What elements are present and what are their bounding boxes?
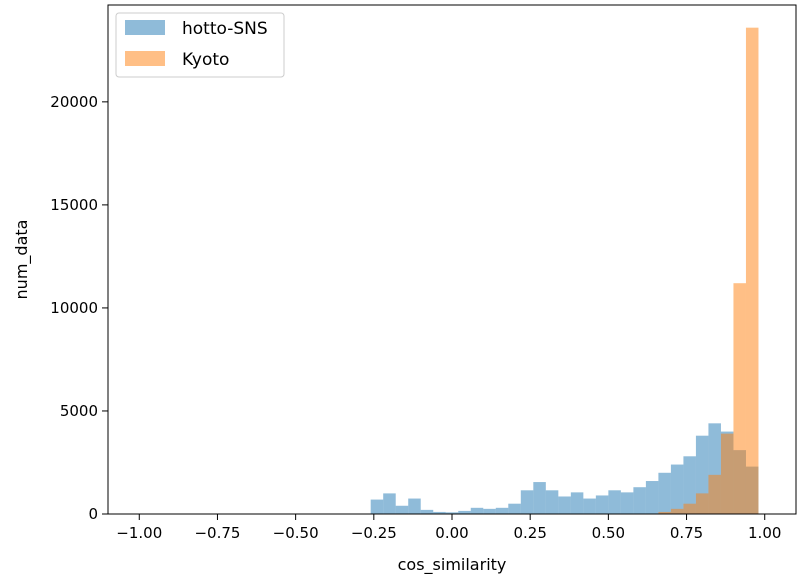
histogram-bar: [683, 456, 696, 514]
x-axis: −1.00 −0.75 −0.50 −0.25 0.00 0.25 0.50 0.75 1.00: [116, 514, 781, 542]
histogram-bar: [533, 482, 546, 514]
histogram-bar: [633, 487, 646, 514]
histogram-bar: [733, 283, 746, 514]
histogram-bar: [645, 481, 659, 514]
histogram-bar: [695, 493, 709, 514]
x-tick-label: −1.00: [116, 524, 162, 542]
legend-swatch: [125, 51, 165, 66]
legend: hotto-SNS Kyoto: [115, 12, 285, 78]
x-tick-label: −0.25: [351, 524, 397, 542]
y-axis: 0 5000 10000 15000 20000: [50, 93, 108, 523]
histogram-bar: [370, 499, 384, 514]
x-tick-label: −0.50: [273, 524, 319, 542]
x-tick-label: 1.00: [748, 524, 781, 542]
histogram-bar: [470, 507, 484, 514]
y-axis-label: num_data: [12, 220, 32, 300]
histogram-bar: [420, 509, 434, 514]
histogram-bar: [570, 492, 584, 514]
histogram-bar: [483, 508, 496, 514]
y-tick-label: 15000: [50, 196, 98, 214]
x-tick-label: −0.75: [194, 524, 240, 542]
x-tick-label: 0.25: [513, 524, 546, 542]
histogram-bar: [670, 464, 684, 514]
histogram-bar: [445, 512, 459, 514]
histogram-bar: [520, 490, 534, 514]
histogram-bar: [745, 27, 759, 514]
legend-label: Kyoto: [182, 50, 229, 70]
plot-frame: [107, 4, 797, 515]
histogram-bar: [395, 505, 409, 514]
histogram-bar: [545, 490, 559, 514]
histogram-bar: [583, 498, 596, 514]
x-axis-label: cos_similarity: [398, 555, 507, 575]
legend-swatch: [125, 20, 165, 35]
histogram-bar: [720, 433, 734, 514]
histogram-bar: [683, 503, 696, 514]
x-tick-label: 0.00: [435, 524, 468, 542]
y-tick-label: 10000: [50, 299, 98, 317]
x-tick-label: 0.50: [592, 524, 625, 542]
histogram-bar: [458, 510, 471, 514]
y-tick-label: 5000: [60, 402, 98, 420]
y-tick-label: 0: [88, 505, 98, 523]
histogram-bar: [670, 508, 684, 514]
histogram-bar: [658, 472, 671, 514]
histogram-bar: [658, 511, 671, 514]
x-tick-label: 0.75: [670, 524, 703, 542]
histogram-bar: [408, 498, 421, 514]
histogram-bar: [495, 507, 509, 514]
histogram-bar: [508, 503, 521, 514]
series-kyoto: [645, 27, 759, 514]
legend-label: hotto-SNS: [182, 19, 268, 39]
y-tick-label: 20000: [50, 93, 98, 111]
histogram-bar: [620, 492, 634, 514]
histogram-bar: [708, 474, 721, 514]
histogram-bar: [558, 496, 571, 514]
bars-layer: [370, 27, 759, 514]
histogram-bar: [608, 490, 621, 514]
histogram-bar: [433, 511, 446, 514]
histogram-bar: [595, 495, 609, 514]
histogram-bar: [383, 493, 396, 514]
